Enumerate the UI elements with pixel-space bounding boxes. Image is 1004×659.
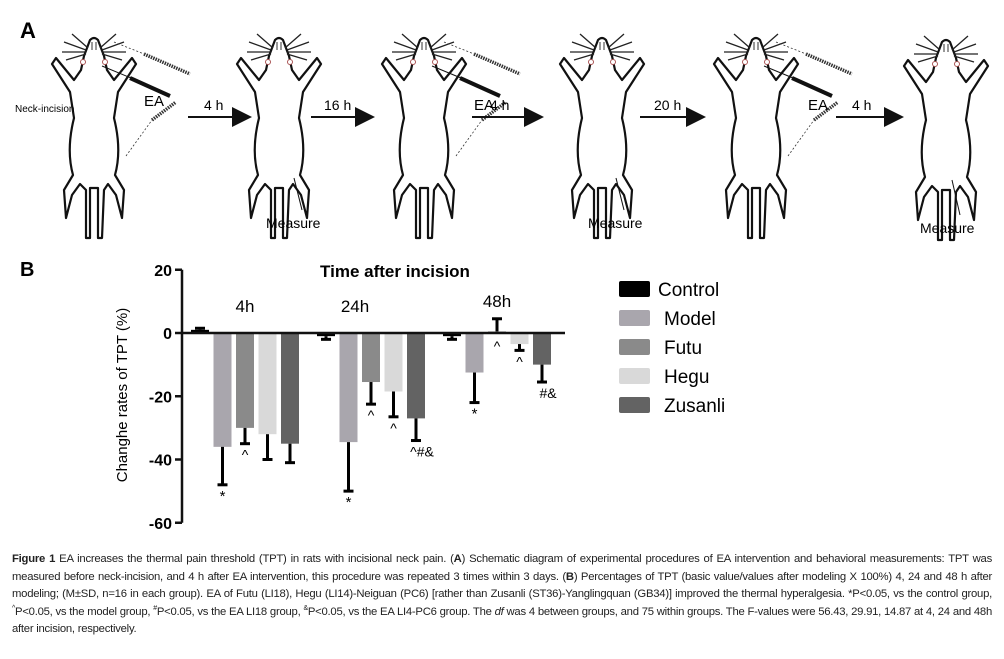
legend-swatch-model (619, 310, 650, 326)
bar-zusanli-24h (407, 333, 425, 419)
bar-futu-24h (362, 333, 380, 383)
bar-model-48h (465, 333, 484, 373)
legend-label: Futu (664, 338, 702, 359)
legend-swatch-futu (619, 339, 650, 355)
figure: A Neck-incision EA EA EA 4 h 16 h 4 h 20… (15, 18, 990, 533)
legend-label: Zusanli (664, 396, 725, 417)
caption-ref: B (565, 570, 574, 583)
y-tick-label: -60 (149, 516, 172, 533)
measure-label: Measure (266, 215, 321, 231)
bar-zusanli-4h (281, 333, 299, 444)
significance-marker: ^ (494, 338, 501, 354)
caption-text: P<0.05, vs the EA LI4-PC6 group. The (307, 605, 495, 618)
caption-label: Figure 1 (12, 553, 56, 565)
legend-label: Model (664, 309, 716, 330)
rat-illustration (902, 34, 990, 242)
figure-caption: Figure 1 EA increases the thermal pain t… (12, 551, 992, 639)
caption-sup: # (153, 604, 157, 612)
bar-hegu-4h (258, 333, 277, 435)
rat-illustration (235, 32, 323, 240)
caption-sup: ^ (12, 604, 16, 612)
caption-text: ) Schematic diagram of experimental proc… (12, 553, 992, 583)
y-tick-label: -40 (149, 453, 172, 470)
legend-swatch-zusanli (619, 397, 650, 413)
significance-marker: ^ (368, 407, 375, 423)
ea-label: EA (474, 97, 494, 114)
legend-label: Hegu (664, 367, 709, 388)
caption-text: ) Percentages of TPT (basic value/values… (12, 570, 992, 601)
chart-title: Time after incision (320, 262, 470, 281)
significance-marker: ^ (516, 353, 523, 369)
significance-marker: * (220, 488, 226, 505)
significance-marker: #& (539, 385, 557, 401)
ea-label: EA (144, 93, 164, 110)
bar-control-48h (443, 333, 461, 337)
bar-model-4h (213, 333, 232, 447)
arrow-label: 20 h (654, 97, 681, 113)
caption-ref: A (453, 553, 462, 565)
arrow-label: 16 h (324, 97, 351, 113)
bar-chart: Time after incision Changhe rates of TPT… (114, 262, 725, 533)
ea-label: EA (808, 97, 828, 114)
arrow-label: 4 h (852, 97, 871, 113)
legend-swatch-control (619, 281, 650, 297)
group-label: 24h (341, 297, 369, 316)
bar-control-24h (317, 333, 335, 337)
measure-label: Measure (588, 215, 643, 231)
bar-hegu-48h (510, 333, 529, 345)
panel-a-label: A (20, 18, 36, 43)
significance-marker: * (472, 406, 478, 423)
neck-incision-label: Neck-incision (15, 104, 74, 115)
significance-marker: ^#& (410, 444, 434, 460)
arrow-label: 4 h (490, 97, 509, 113)
bar-zusanli-48h (533, 333, 551, 365)
bar-hegu-24h (384, 333, 403, 392)
caption-sup: & (303, 604, 308, 612)
panel-b-label: B (20, 259, 34, 281)
caption-text: P<0.05, vs the model group, (15, 605, 154, 618)
significance-marker: ^ (390, 420, 397, 436)
rat-illustration (558, 32, 646, 240)
significance-marker: ^ (242, 447, 249, 463)
bar-control-4h (191, 329, 209, 333)
rat-illustration (712, 32, 800, 240)
rat-illustration (380, 32, 468, 240)
rat-illustration (50, 32, 138, 240)
arrow-label: 4 h (204, 97, 223, 113)
y-tick-label: 20 (154, 263, 172, 280)
caption-text: was 4 between groups, and 75 within grou… (12, 605, 992, 636)
measure-pointers (293, 177, 961, 216)
y-axis-label: Changhe rates of TPT (%) (114, 308, 131, 483)
y-tick-label: 0 (163, 326, 172, 343)
legend-swatch-hegu (619, 368, 650, 384)
measure-label: Measure (920, 220, 975, 236)
caption-italic: df (494, 605, 504, 618)
group-label: 48h (483, 292, 511, 311)
caption-text: P<0.05, vs the EA LI18 group, (156, 605, 304, 618)
bar-model-24h (339, 333, 358, 443)
group-label: 4h (236, 297, 255, 316)
significance-marker: * (346, 494, 352, 511)
y-tick-label: -20 (149, 389, 172, 406)
legend: Control Model Futu Hegu Zusanli (619, 280, 725, 417)
bar-futu-4h (236, 333, 254, 428)
legend-label: Control (658, 280, 719, 301)
caption-text: EA increases the thermal pain threshold … (55, 553, 454, 565)
